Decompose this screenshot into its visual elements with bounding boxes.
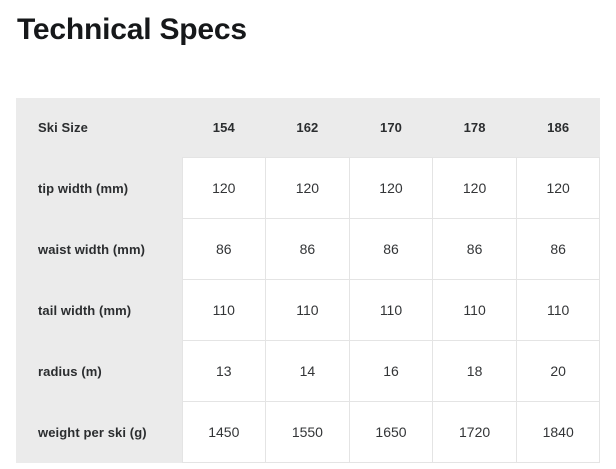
table-body: tip width (mm) 120 120 120 120 120 waist… [16, 157, 601, 463]
cell-tail-width-154: 110 [181, 279, 267, 341]
column-header-size-0: 154 [182, 98, 266, 158]
table-row: weight per ski (g) 1450 1550 1650 1720 1… [16, 401, 601, 463]
table-header: Ski Size 154 162 170 178 186 [16, 98, 600, 158]
cell-waist-width-162: 86 [265, 218, 350, 280]
table-row: tail width (mm) 110 110 110 110 110 [16, 279, 601, 341]
row-label-waist-width: waist width (mm) [16, 218, 182, 280]
cell-waist-width-170: 86 [348, 218, 434, 280]
column-header-size-1: 162 [265, 98, 350, 158]
column-header-size-2: 170 [349, 98, 433, 158]
cell-tail-width-162: 110 [265, 279, 350, 341]
table-row: waist width (mm) 86 86 86 86 86 [16, 218, 601, 280]
table-row: radius (m) 13 14 16 18 20 [16, 340, 601, 402]
cell-radius-170: 16 [348, 340, 434, 402]
table-row: tip width (mm) 120 120 120 120 120 [16, 157, 601, 219]
cell-tail-width-170: 110 [348, 279, 434, 341]
cell-weight-162: 1550 [265, 401, 350, 463]
row-label-tail-width: tail width (mm) [16, 279, 182, 341]
table-header-row: Ski Size 154 162 170 178 186 [16, 98, 600, 158]
spec-table-container: Ski Size 154 162 170 178 186 tip width (… [16, 98, 601, 463]
table-corner-label: Ski Size [16, 98, 182, 158]
cell-tip-width-186: 120 [515, 157, 601, 219]
column-header-size-4: 186 [516, 98, 600, 158]
cell-tail-width-186: 110 [515, 279, 601, 341]
cell-tip-width-178: 120 [432, 157, 517, 219]
cell-weight-186: 1840 [515, 401, 601, 463]
column-header-size-3: 178 [432, 98, 517, 158]
cell-tip-width-170: 120 [348, 157, 434, 219]
cell-weight-178: 1720 [432, 401, 517, 463]
cell-waist-width-154: 86 [181, 218, 267, 280]
cell-radius-178: 18 [432, 340, 517, 402]
row-label-weight-per-ski: weight per ski (g) [16, 401, 182, 463]
cell-tip-width-162: 120 [265, 157, 350, 219]
technical-specs-table: Ski Size 154 162 170 178 186 tip width (… [16, 98, 601, 463]
cell-weight-154: 1450 [181, 401, 267, 463]
row-label-radius: radius (m) [16, 340, 182, 402]
cell-waist-width-178: 86 [432, 218, 517, 280]
cell-tip-width-154: 120 [181, 157, 267, 219]
cell-radius-186: 20 [515, 340, 601, 402]
cell-waist-width-186: 86 [515, 218, 601, 280]
cell-tail-width-178: 110 [432, 279, 517, 341]
cell-weight-170: 1650 [348, 401, 434, 463]
row-label-tip-width: tip width (mm) [16, 157, 182, 219]
cell-radius-154: 13 [181, 340, 267, 402]
page-title: Technical Specs [17, 13, 247, 46]
cell-radius-162: 14 [265, 340, 350, 402]
